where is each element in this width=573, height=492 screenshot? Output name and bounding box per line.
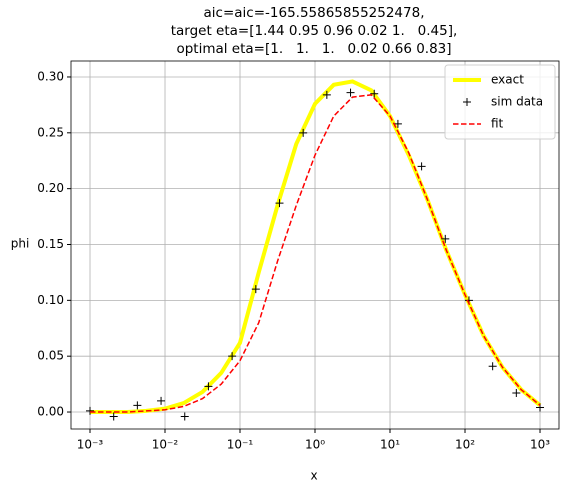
data-point bbox=[488, 362, 497, 371]
data-point bbox=[180, 412, 189, 421]
legend-label: fit bbox=[491, 117, 504, 131]
y-tick-label: 0.25 bbox=[37, 125, 64, 139]
x-tick-label: 10³ bbox=[530, 438, 550, 452]
series-line bbox=[90, 94, 541, 413]
y-tick-label: 0.05 bbox=[37, 349, 64, 363]
x-tick-label: 10⁻¹ bbox=[227, 438, 254, 452]
data-point bbox=[346, 88, 355, 97]
data-point bbox=[133, 401, 142, 410]
data-point bbox=[299, 128, 308, 137]
data-point bbox=[86, 406, 95, 415]
title-line: optimal eta=[1. 1. 1. 0.02 0.66 0.83] bbox=[176, 41, 451, 57]
data-point bbox=[204, 382, 213, 391]
x-tick-label: 10⁻² bbox=[152, 438, 179, 452]
data-point bbox=[370, 89, 379, 98]
y-tick-label: 0.20 bbox=[37, 181, 64, 195]
legend-label: exact bbox=[491, 73, 524, 87]
plot-frame bbox=[70, 60, 560, 430]
x-tick-label: 10² bbox=[455, 438, 475, 452]
data-point bbox=[512, 389, 521, 398]
data-point bbox=[417, 162, 426, 171]
data-point bbox=[109, 412, 118, 421]
legend-swatch bbox=[463, 98, 471, 106]
data-point bbox=[441, 234, 450, 243]
title-line: target eta=[1.44 0.95 0.96 0.02 1. 0.45]… bbox=[171, 23, 458, 39]
data-point bbox=[393, 119, 402, 128]
y-tick-label: 0.10 bbox=[37, 293, 64, 307]
legend-label: sim data bbox=[491, 95, 543, 109]
data-point bbox=[157, 396, 166, 405]
y-axis-label: phi bbox=[11, 237, 30, 251]
x-axis-label: x bbox=[310, 469, 317, 483]
x-tick-label: 10¹ bbox=[380, 438, 400, 452]
y-tick-label: 0.15 bbox=[37, 237, 64, 251]
x-tick-label: 10⁻³ bbox=[77, 438, 104, 452]
title-line: aic=aic=-165.55865855252478, bbox=[204, 5, 425, 21]
legend-box bbox=[444, 64, 556, 140]
y-tick-label: 0.00 bbox=[37, 405, 64, 419]
data-point bbox=[228, 352, 237, 361]
data-point bbox=[275, 199, 284, 208]
x-tick-label: 10⁰ bbox=[305, 438, 325, 452]
data-point bbox=[251, 285, 260, 294]
y-tick-label: 0.30 bbox=[37, 69, 64, 83]
data-point bbox=[322, 90, 331, 99]
